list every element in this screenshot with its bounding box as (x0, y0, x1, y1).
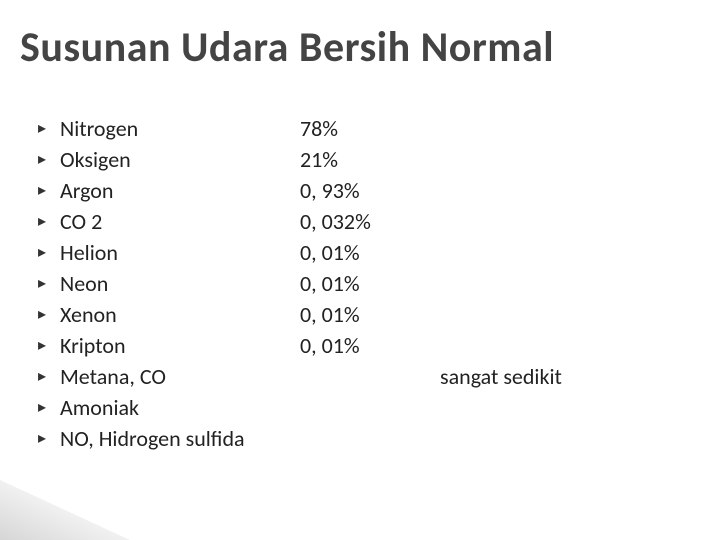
bullet-icon: ▸ (38, 208, 60, 236)
composition-list: ▸ Nitrogen 78% ▸ Oksigen 21% ▸ Argon 0, … (38, 115, 678, 456)
bullet-icon: ▸ (38, 332, 60, 360)
gas-value: 0, 01% (300, 239, 440, 266)
list-item: ▸ Xenon 0, 01% (38, 301, 678, 332)
list-item: ▸ NO, Hidrogen sulfida (38, 425, 678, 456)
gas-name: Nitrogen (60, 115, 300, 142)
gas-name: Oksigen (60, 146, 300, 173)
bullet-icon: ▸ (38, 146, 60, 174)
list-item: ▸ CO 2 0, 032% (38, 208, 678, 239)
slide-title: Susunan Udara Bersih Normal (20, 22, 554, 73)
gas-extra: sangat sedikit (440, 363, 678, 390)
gas-value: 0, 93% (300, 177, 440, 204)
gas-name: Helion (60, 239, 300, 266)
list-item: ▸ Metana, CO sangat sedikit (38, 363, 678, 394)
gas-name: Xenon (60, 301, 300, 328)
list-item: ▸ Argon 0, 93% (38, 177, 678, 208)
gas-value: 0, 01% (300, 332, 440, 359)
gas-name: Neon (60, 270, 300, 297)
list-item: ▸ Nitrogen 78% (38, 115, 678, 146)
gas-value: 21% (300, 146, 440, 173)
gas-value: 0, 01% (300, 301, 440, 328)
list-item: ▸ Amoniak (38, 394, 678, 425)
list-item: ▸ Kripton 0, 01% (38, 332, 678, 363)
list-item: ▸ Neon 0, 01% (38, 270, 678, 301)
list-item: ▸ Helion 0, 01% (38, 239, 678, 270)
bullet-icon: ▸ (38, 425, 60, 453)
gas-name: Argon (60, 177, 300, 204)
bullet-icon: ▸ (38, 270, 60, 298)
bullet-icon: ▸ (38, 115, 60, 143)
bullet-icon: ▸ (38, 363, 60, 391)
gas-value: 0, 032% (300, 208, 440, 235)
gas-name: Metana, CO (60, 363, 300, 390)
bullet-icon: ▸ (38, 394, 60, 422)
corner-decoration (0, 480, 130, 540)
gas-name: NO, Hidrogen sulfida (60, 425, 300, 452)
list-item: ▸ Oksigen 21% (38, 146, 678, 177)
gas-value: 0, 01% (300, 270, 440, 297)
bullet-icon: ▸ (38, 239, 60, 267)
gas-name: Kripton (60, 332, 300, 359)
gas-name: Amoniak (60, 394, 300, 421)
gas-value: 78% (300, 115, 440, 142)
bullet-icon: ▸ (38, 301, 60, 329)
gas-name: CO 2 (60, 208, 300, 235)
bullet-icon: ▸ (38, 177, 60, 205)
